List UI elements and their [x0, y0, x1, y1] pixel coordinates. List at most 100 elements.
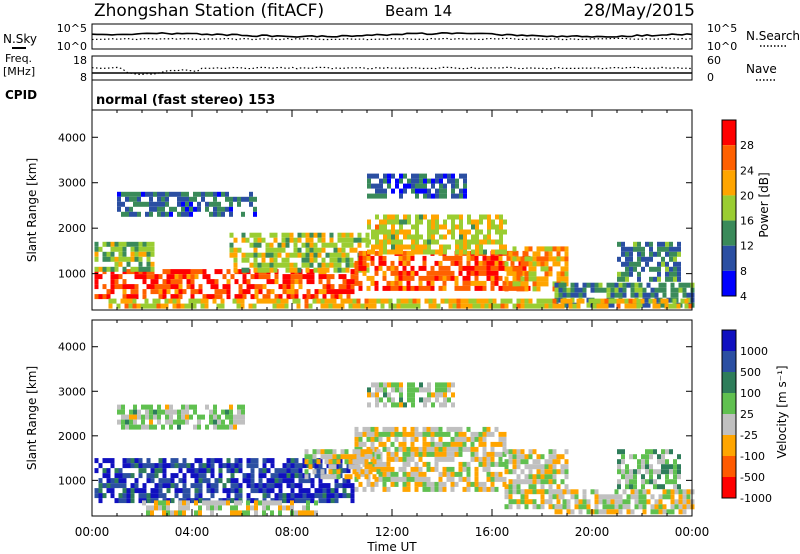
velocity-cell — [118, 473, 123, 479]
velocity-cell — [229, 424, 233, 430]
power-cell — [214, 289, 219, 295]
velocity-cell — [246, 500, 250, 506]
power-cell — [649, 246, 653, 252]
power-cell — [261, 262, 266, 268]
velocity-cell — [661, 464, 665, 470]
velocity-cell — [574, 489, 579, 495]
power-cell — [260, 298, 265, 304]
velocity-cell — [246, 458, 251, 464]
power-cell — [419, 178, 423, 184]
power-cell — [370, 255, 375, 261]
power-cell — [297, 237, 302, 243]
velocity-cell — [346, 478, 351, 484]
power-cell — [479, 219, 483, 225]
power-cell — [463, 229, 467, 235]
power-cell — [423, 173, 427, 179]
power-cell — [447, 178, 451, 184]
power-cell — [618, 287, 623, 293]
velocity-cell — [466, 476, 471, 482]
power-cell — [419, 244, 423, 250]
power-cell — [590, 287, 595, 293]
power-cell — [625, 251, 629, 257]
power-cell — [118, 261, 123, 267]
power-cell — [633, 246, 637, 252]
velocity-cell — [185, 409, 189, 415]
velocity-cell — [370, 441, 375, 447]
velocity-cell — [106, 458, 111, 464]
power-cell — [177, 201, 181, 207]
velocity-cell — [229, 414, 233, 420]
power-cell — [130, 284, 135, 290]
power-cell — [395, 219, 399, 225]
velocity-colorbar-swatch — [722, 456, 736, 477]
power-cell — [516, 281, 521, 287]
power-cell — [273, 247, 278, 253]
velocity-cell — [106, 473, 111, 479]
power-heatmap — [94, 173, 695, 309]
velocity-cell — [390, 476, 395, 482]
velocity-cell — [638, 499, 643, 505]
power-cell — [379, 219, 383, 225]
velocity-cell — [532, 459, 537, 465]
velocity-cell — [642, 509, 647, 515]
power-cell — [270, 279, 275, 285]
power-cell — [431, 249, 435, 255]
power-cell — [395, 229, 399, 235]
velocity-cell — [226, 500, 230, 506]
power-cell — [204, 298, 209, 304]
velocity-cell — [520, 489, 525, 495]
power-cell — [495, 224, 499, 230]
power-cell — [548, 271, 553, 277]
power-cell — [371, 229, 375, 235]
velocity-cell — [142, 500, 146, 506]
velocity-cell — [540, 454, 545, 460]
power-cell — [166, 279, 171, 285]
velocity-cell — [516, 454, 521, 460]
power-cell — [532, 266, 537, 272]
power-cell — [395, 178, 399, 184]
power-cell — [458, 255, 463, 261]
power-colorbar-swatch — [722, 270, 736, 296]
power-cell — [628, 303, 633, 309]
velocity-cell — [234, 458, 239, 464]
power-cell — [454, 260, 459, 266]
power-cell — [399, 188, 403, 194]
power-cell — [140, 303, 145, 309]
power-cell — [459, 219, 463, 225]
velocity-cell — [178, 463, 183, 469]
power-cell — [394, 285, 399, 291]
power-cell — [688, 303, 693, 309]
velocity-cell — [478, 486, 483, 492]
velocity-cell — [238, 463, 243, 469]
power-cell — [318, 279, 323, 285]
velocity-cell — [406, 476, 411, 482]
power-cell — [443, 224, 447, 230]
power-cell — [365, 232, 370, 238]
velocity-cell — [241, 404, 245, 410]
velocity-cell — [670, 494, 675, 500]
velocity-cell — [669, 469, 673, 475]
power-cell — [362, 270, 367, 276]
power-cell — [218, 294, 223, 300]
velocity-cell — [462, 466, 467, 472]
velocity-cell — [328, 449, 333, 455]
power-cell — [273, 267, 278, 273]
power-cell — [487, 219, 491, 225]
velocity-cell — [398, 441, 403, 447]
velocity-cell — [426, 441, 431, 447]
power-cell — [364, 303, 369, 309]
power-cell — [500, 303, 505, 309]
power-cell — [646, 292, 651, 298]
power-colorbar-swatch — [722, 220, 736, 246]
power-cell — [257, 232, 262, 238]
power-cell — [293, 262, 298, 268]
velocity-cell — [169, 409, 173, 415]
power-cell — [403, 229, 407, 235]
velocity-cell — [406, 461, 411, 467]
velocity-cell — [262, 473, 267, 479]
velocity-cell — [150, 468, 155, 474]
power-cell — [474, 260, 479, 266]
velocity-cell — [290, 468, 295, 474]
velocity-cell — [626, 494, 631, 500]
velocity-cell — [486, 456, 491, 462]
